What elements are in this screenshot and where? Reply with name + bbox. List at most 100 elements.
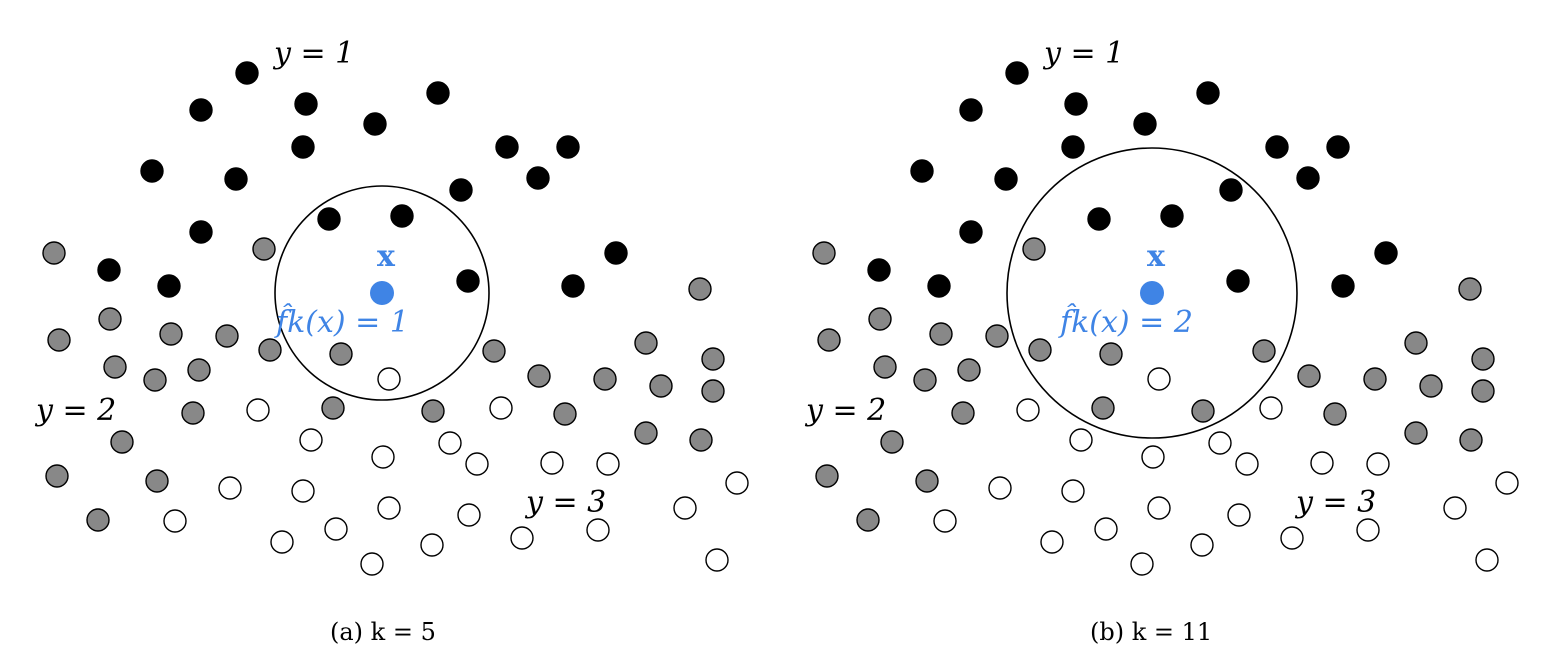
point-class-1 [1331,274,1355,298]
point-class-2 [593,367,617,391]
point-class-2 [957,358,981,382]
point-class-3 [540,451,564,475]
point-class-2 [527,364,551,388]
point-class-1 [994,167,1018,191]
point-class-2 [145,469,169,493]
point-class-2 [98,307,122,331]
point-class-1 [1196,81,1220,105]
point-class-3 [377,496,401,520]
point-class-2 [47,328,71,352]
point-class-3 [1147,496,1171,520]
point-class-2 [482,339,506,363]
panel-b: x f̂k(x) = 2 y = 1 y = 2 y = 3 (b) k = 1… [804,36,1519,646]
point-class-3 [457,503,481,527]
panel-caption: (a) k = 5 [330,618,436,646]
point-class-2 [1252,339,1276,363]
point-class-3 [438,431,462,455]
point-class-1 [1061,135,1085,159]
class-label-y2: y = 2 [804,393,886,428]
point-class-1 [294,92,318,116]
point-class-2 [688,277,712,301]
point-class-2 [701,379,725,403]
panel-a: x f̂k(x) = 1 y = 1 y = 2 y = 3 (a) k = 5 [34,36,749,646]
point-class-2 [1459,428,1483,452]
point-class-3 [1147,367,1171,391]
point-class-1 [1374,241,1398,265]
point-class-1 [910,159,934,183]
point-class-1 [317,207,341,231]
point-class-2 [1297,364,1321,388]
class-label-y1: y = 1 [1042,36,1124,71]
point-class-3 [1190,533,1214,557]
point-class-3 [1475,548,1499,572]
point-class-2 [880,430,904,454]
point-class-3 [291,479,315,503]
point-class-3 [510,526,534,550]
point-class-1 [1219,178,1243,202]
point-class-2 [103,355,127,379]
point-class-2 [689,428,713,452]
point-class-1 [1160,204,1184,228]
point-class-1 [189,220,213,244]
point-class-3 [1280,526,1304,550]
point-class-3 [596,452,620,476]
point-class-1 [1296,166,1320,190]
point-class-2 [1471,379,1495,403]
point-class-1 [157,274,181,298]
point-class-1 [561,274,585,298]
point-class-3 [270,530,294,554]
point-class-3 [1235,452,1259,476]
point-class-2 [634,331,658,355]
point-class-1 [604,241,628,265]
point-class-2 [868,307,892,331]
point-class-3 [1259,396,1283,420]
point-class-3 [420,533,444,557]
neighborhood-circle [274,185,490,401]
point-class-1 [363,112,387,136]
point-class-1 [1133,112,1157,136]
point-class-2 [45,464,69,488]
point-class-2 [1091,396,1115,420]
point-class-3 [1094,517,1118,541]
point-class-3 [1061,479,1085,503]
point-class-3 [1356,518,1380,542]
point-class-2 [701,347,725,371]
point-class-2 [86,508,110,532]
point-class-2 [856,508,880,532]
point-class-1 [1064,92,1088,116]
point-class-3 [586,518,610,542]
point-class-3 [360,552,384,576]
point-class-3 [673,496,697,520]
point-class-2 [915,469,939,493]
point-class-3 [1310,451,1334,475]
point-class-1 [1326,135,1350,159]
point-class-2 [985,324,1009,348]
point-class-2 [649,374,673,398]
point-class-1 [189,98,213,122]
panel-caption: (b) k = 11 [1090,618,1212,646]
class-label-y3: y = 3 [1294,485,1376,520]
point-class-1 [556,135,580,159]
class-label-y1: y = 1 [272,36,354,71]
point-class-2 [1363,367,1387,391]
point-class-3 [1227,503,1251,527]
point-class-1 [526,166,550,190]
point-class-3 [1208,431,1232,455]
point-class-1 [959,220,983,244]
point-class-2 [815,464,839,488]
point-class-3 [933,509,957,533]
point-class-3 [1016,398,1040,422]
point-class-2 [321,396,345,420]
point-class-2 [1404,421,1428,445]
point-class-1 [291,135,315,159]
point-class-1 [426,81,450,105]
point-class-2 [1419,374,1443,398]
point-class-2 [252,237,276,261]
point-class-2 [913,368,937,392]
point-class-2 [873,355,897,379]
point-class-3 [489,396,513,420]
class-label-y2: y = 2 [34,393,116,428]
points-group [812,61,1519,576]
neighborhood-circle [1006,147,1298,439]
query-label: x [377,239,396,274]
